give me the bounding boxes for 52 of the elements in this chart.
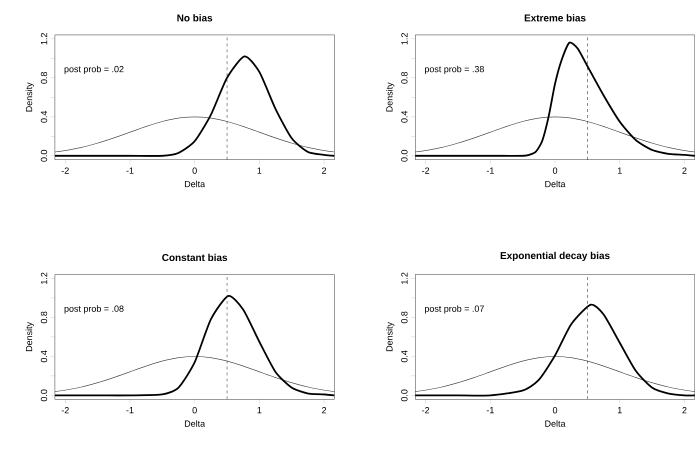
- x-axis-title: Delta: [545, 420, 566, 427]
- y-axis-title: Density: [386, 322, 394, 351]
- chart-title: Extreme bias: [524, 14, 586, 22]
- y-tick-label: 0.0: [40, 150, 48, 162]
- y-axis-title: Density: [26, 322, 34, 351]
- chart-title: Constant bias: [162, 254, 228, 261]
- annotation: post prob = .38: [424, 66, 484, 74]
- x-tick-label: -2: [422, 167, 430, 174]
- annotation: post prob = .08: [64, 305, 124, 314]
- x-tick-label: -1: [126, 406, 134, 414]
- y-axis-title: Density: [26, 82, 34, 112]
- chart-title: Exponential decay bias: [500, 252, 610, 261]
- x-tick-label: 2: [322, 167, 326, 174]
- x-tick-label: -1: [126, 167, 134, 174]
- y-tick-label: 0.8: [401, 311, 408, 324]
- x-tick-label: 0: [192, 167, 197, 174]
- y-tick-label: 0.4: [40, 350, 48, 362]
- chart-title: No bias: [177, 14, 212, 22]
- y-tick-label: 0.8: [40, 72, 48, 84]
- y-tick-label: 0.4: [401, 350, 408, 362]
- x-tick-label: -2: [62, 167, 69, 174]
- x-tick-label: -2: [422, 406, 430, 414]
- y-tick-label: 0.8: [40, 311, 48, 324]
- y-tick-label: 0.8: [401, 72, 408, 84]
- y-tick-label: 1.2: [40, 32, 48, 44]
- x-axis-title: Delta: [184, 180, 206, 188]
- x-tick-label: 1: [258, 406, 262, 414]
- x-tick-label: 2: [682, 406, 686, 414]
- y-tick-label: 0.0: [401, 389, 408, 402]
- y-tick-label: 1.2: [40, 272, 48, 284]
- y-tick-label: 1.2: [401, 32, 408, 44]
- x-tick-label: 0: [192, 406, 197, 414]
- x-tick-label: -1: [486, 406, 494, 414]
- x-tick-label: 2: [322, 406, 326, 414]
- annotation: post prob = .02: [64, 66, 124, 74]
- y-tick-label: 0.0: [40, 389, 48, 402]
- x-tick-label: -1: [486, 167, 494, 174]
- x-tick-label: -2: [62, 406, 69, 414]
- y-axis-title: Density: [386, 82, 394, 112]
- x-tick-label: 1: [258, 167, 262, 174]
- annotation: post prob = .07: [424, 305, 484, 314]
- x-tick-label: 1: [618, 167, 622, 174]
- x-axis-title: Delta: [184, 420, 206, 427]
- x-axis-title: Delta: [545, 180, 566, 188]
- x-tick-label: 2: [682, 167, 686, 174]
- x-tick-label: 0: [552, 167, 558, 174]
- x-tick-label: 0: [552, 406, 558, 414]
- y-tick-label: 1.2: [401, 272, 408, 284]
- y-tick-label: 0.4: [401, 110, 408, 123]
- y-tick-label: 0.0: [401, 150, 408, 162]
- x-tick-label: 1: [618, 406, 622, 414]
- y-tick-label: 0.4: [40, 110, 48, 123]
